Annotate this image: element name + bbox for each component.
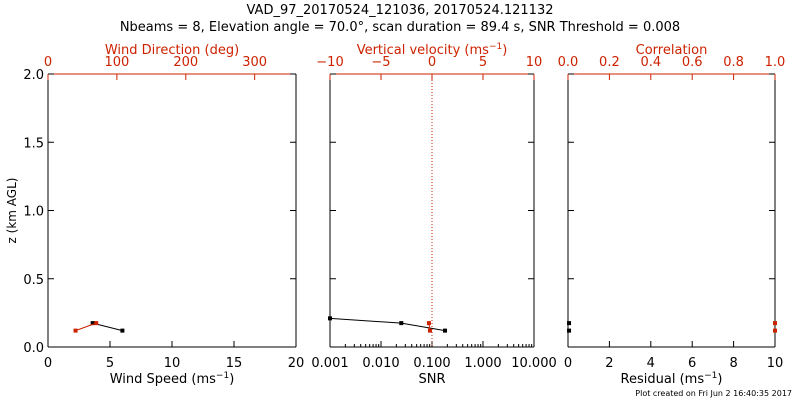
ytick-label: 0.5	[23, 273, 44, 288]
plot-created-footer: Plot created on Fri Jun 2 16:40:35 2017	[635, 389, 792, 398]
wind-top-tick-label: 0	[44, 55, 52, 70]
snr-xtick-label: 10.000	[511, 356, 557, 371]
snr-xtick-label: 0.100	[413, 356, 450, 371]
chart-title-line-2: Nbeams = 8, Elevation angle = 70.0°, sca…	[119, 20, 681, 35]
ytick-label: 1.5	[23, 136, 44, 151]
wind-xtick-label: 20	[288, 356, 305, 371]
ytick-label: 1.0	[23, 205, 44, 220]
wind-point-red	[94, 321, 99, 326]
residual-xlabel-bottom: Residual (ms−1)	[621, 371, 723, 387]
snr-top-tick-label: −5	[371, 55, 390, 70]
residual-top-tick-label: 0.8	[723, 55, 744, 70]
wind-point-red	[73, 328, 78, 333]
snr-point-black	[399, 321, 404, 326]
residual-xtick-label: 0	[564, 356, 572, 371]
wind-top-tick-label: 100	[104, 55, 129, 70]
snr-point-red	[426, 321, 431, 326]
chart-title-line-1: VAD_97_20170524_121036, 20170524.121132	[246, 3, 554, 18]
residual-point-red	[773, 328, 777, 333]
wind-point-black	[120, 328, 125, 333]
ytick-label: 2.0	[23, 68, 44, 83]
snr-xlabel-top: Vertical velocity (ms−1)	[357, 42, 508, 58]
wind-point-black	[90, 321, 95, 326]
snr-point-red	[427, 328, 432, 333]
residual-xtick-label: 10	[767, 356, 784, 371]
wind-top-tick-label: 200	[173, 55, 198, 70]
residual-top-tick-label: 0.2	[599, 55, 620, 70]
residual-xlabel-top: Correlation	[636, 43, 708, 58]
residual-xtick-label: 8	[729, 356, 737, 371]
residual-xtick-label: 4	[647, 356, 655, 371]
residual-xtick-label: 6	[688, 356, 696, 371]
snr-top-tick-label: −10	[316, 55, 343, 70]
wind-xlabel-top: Wind Direction (deg)	[105, 43, 239, 58]
snr-xlabel-bottom: SNR	[418, 372, 445, 387]
residual-top-tick-label: 1.0	[765, 55, 786, 70]
snr-xtick-label: 0.001	[311, 356, 348, 371]
y-axis-label: z (km AGL)	[5, 178, 19, 244]
residual-point-red	[773, 321, 777, 326]
snr-point-black	[328, 316, 332, 321]
snr-point-black	[443, 328, 448, 333]
wind-top-tick-label: 300	[242, 55, 267, 70]
residual-point-black	[567, 321, 572, 326]
residual-top-tick-label: 0.6	[682, 55, 703, 70]
snr-top-tick-label: 10	[526, 55, 543, 70]
residual-top-tick-label: 0.0	[558, 55, 579, 70]
wind-xlabel-bottom: Wind Speed (ms−1)	[110, 371, 235, 387]
snr-xtick-label: 0.010	[362, 356, 399, 371]
snr-top-tick-label: 5	[479, 55, 487, 70]
wind-xtick-label: 0	[44, 356, 52, 371]
residual-top-tick-label: 0.4	[640, 55, 661, 70]
wind-series-line-red	[75, 322, 97, 332]
wind-xtick-label: 10	[164, 356, 181, 371]
residual-point-black	[567, 328, 572, 333]
residual-xtick-label: 2	[605, 356, 613, 371]
snr-xtick-label: 1.000	[464, 356, 501, 371]
ytick-label: 0.0	[23, 341, 44, 356]
snr-top-tick-label: 0	[428, 55, 436, 70]
wind-xtick-label: 5	[106, 356, 114, 371]
wind-xtick-label: 15	[226, 356, 243, 371]
